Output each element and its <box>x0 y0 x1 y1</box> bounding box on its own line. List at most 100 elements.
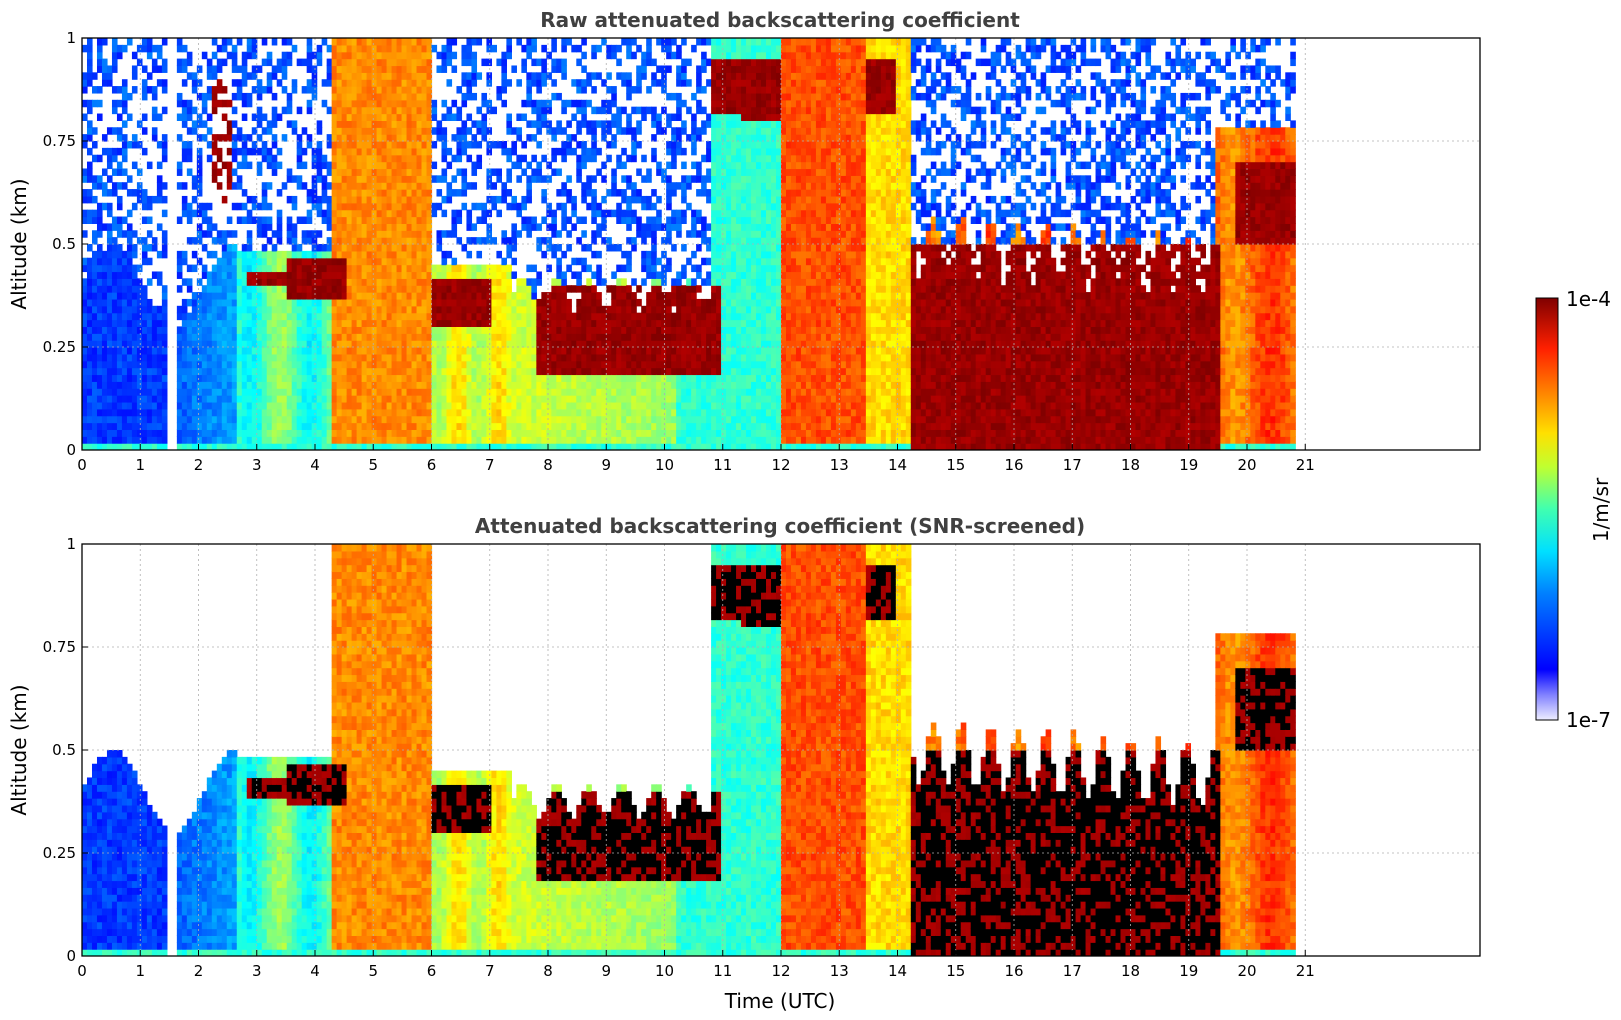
heatmap-cell <box>621 360 627 369</box>
heatmap-cell <box>446 113 453 121</box>
heatmap-cell <box>366 237 373 245</box>
heatmap-cell <box>271 120 278 128</box>
heatmap-cell <box>606 44 612 53</box>
heatmap-cell <box>91 237 98 245</box>
heatmap-cell <box>406 443 413 450</box>
heatmap-cell <box>601 305 607 314</box>
heatmap-cell <box>406 292 413 300</box>
heatmap-cell <box>471 333 478 341</box>
heatmap-cell <box>481 92 488 101</box>
heatmap-cell <box>86 209 93 218</box>
heatmap-cell <box>311 264 318 273</box>
heatmap-cell <box>576 44 582 53</box>
heatmap-cell <box>206 333 213 341</box>
heatmap-cell <box>611 333 617 341</box>
heatmap-cell <box>266 237 273 245</box>
heatmap-cell <box>536 298 542 307</box>
heatmap-cell <box>226 278 233 286</box>
heatmap-cell <box>216 86 223 94</box>
heatmap-cell <box>181 326 188 334</box>
heatmap-cell <box>406 175 413 183</box>
heatmap-cell <box>486 99 493 108</box>
heatmap-cell <box>121 264 128 273</box>
heatmap-cell <box>131 271 138 279</box>
heatmap-cell <box>476 202 483 211</box>
panel-title-raw: Raw attenuated backscattering coefficien… <box>540 8 1020 32</box>
heatmap-cell <box>236 147 243 156</box>
heatmap-cell <box>411 202 418 211</box>
heatmap-cell <box>451 422 458 430</box>
heatmap-cell <box>301 292 308 300</box>
heatmap-cell <box>431 106 438 115</box>
heatmap-cell <box>401 72 408 80</box>
heatmap-cell <box>381 422 388 430</box>
heatmap-cell <box>651 230 657 238</box>
heatmap-cell <box>356 326 363 334</box>
heatmap-cell <box>246 51 253 60</box>
heatmap-cell <box>441 340 448 348</box>
heatmap-cell <box>236 285 243 293</box>
heatmap-cell <box>426 44 433 53</box>
heatmap-cell <box>356 65 363 73</box>
heatmap-cell <box>206 422 213 430</box>
heatmap-cell <box>601 209 607 218</box>
heatmap-cell <box>501 278 507 286</box>
heatmap-cell <box>466 422 473 430</box>
heatmap-cell <box>636 374 642 382</box>
heatmap-cell <box>316 264 323 273</box>
heatmap-cell <box>196 353 203 362</box>
heatmap-cell <box>416 244 423 252</box>
heatmap-cell <box>251 44 258 53</box>
heatmap-cell <box>356 72 363 80</box>
heatmap-cell <box>646 106 652 115</box>
heatmap-cell <box>301 161 308 170</box>
heatmap-cell <box>111 319 118 327</box>
heatmap-cell <box>381 175 388 183</box>
heatmap-cell <box>296 408 303 417</box>
heatmap-cell <box>626 326 632 334</box>
heatmap-cell <box>186 278 193 286</box>
heatmap-cell <box>506 443 512 450</box>
heatmap-cell <box>466 58 473 67</box>
heatmap-cell <box>541 312 547 321</box>
heatmap-cell <box>146 195 153 204</box>
heatmap-cell <box>101 79 108 87</box>
heatmap-cell <box>116 367 123 376</box>
heatmap-cell <box>386 120 393 128</box>
heatmap-cell <box>586 360 592 369</box>
heatmap-cell <box>231 312 238 321</box>
heatmap-cell <box>376 92 383 101</box>
heatmap-cell <box>411 230 418 238</box>
heatmap-cell <box>96 58 103 67</box>
heatmap-cell <box>311 182 318 190</box>
heatmap-cell <box>101 292 108 300</box>
heatmap-cell <box>456 292 463 300</box>
heatmap-cell <box>466 127 473 135</box>
heatmap-cell <box>581 395 587 403</box>
heatmap-cell <box>151 333 158 341</box>
heatmap-cell <box>421 264 428 273</box>
heatmap-cell <box>371 340 378 348</box>
heatmap-cell <box>196 154 203 163</box>
heatmap-cell <box>461 395 468 403</box>
heatmap-cell <box>426 360 433 369</box>
heatmap-cell <box>121 305 128 314</box>
heatmap-cell <box>141 147 148 156</box>
heatmap-cell <box>116 195 123 204</box>
heatmap-cell <box>626 353 632 362</box>
heatmap-cell <box>141 298 148 307</box>
heatmap-cell <box>196 92 203 101</box>
heatmap-cell <box>626 216 632 224</box>
heatmap-cell <box>471 360 478 369</box>
heatmap-cell <box>516 395 522 403</box>
heatmap-cell <box>501 360 507 369</box>
heatmap-cell <box>561 395 567 403</box>
heatmap-cell <box>611 353 617 362</box>
heatmap-cell <box>611 408 617 417</box>
heatmap-cell <box>406 106 413 115</box>
heatmap-cell <box>341 388 348 396</box>
heatmap-cell <box>421 147 428 156</box>
heatmap-cell <box>421 326 428 334</box>
heatmap-cell <box>591 381 597 389</box>
heatmap-cell <box>321 367 328 376</box>
